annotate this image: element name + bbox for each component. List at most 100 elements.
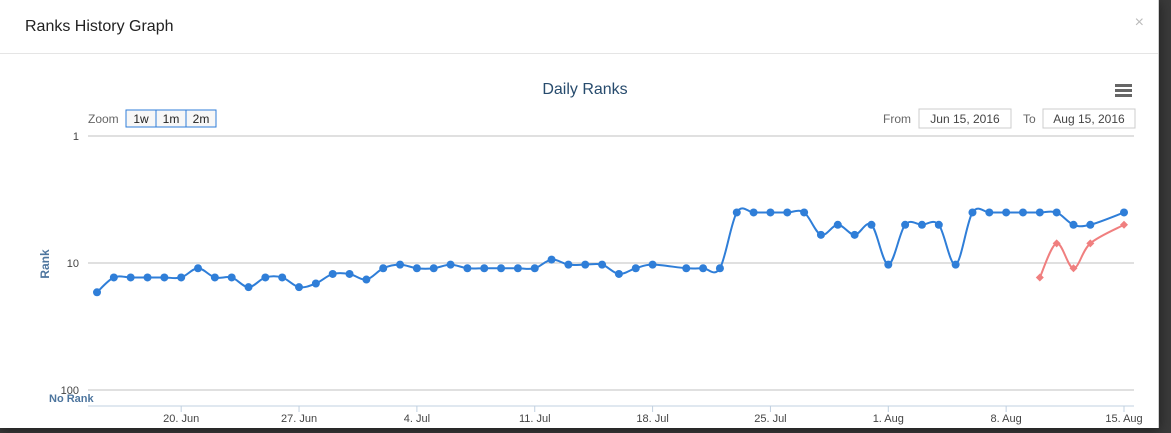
hamburger-menu-icon[interactable] [1110, 82, 1134, 100]
data-point[interactable] [1086, 220, 1095, 229]
data-point-diamond[interactable] [1086, 239, 1095, 248]
zoom-label: Zoom [88, 112, 119, 126]
x-tick-label: 11. Jul [519, 413, 551, 425]
to-label: To [1023, 112, 1036, 126]
data-point[interactable] [244, 283, 253, 292]
data-point[interactable] [581, 260, 590, 269]
data-point[interactable] [901, 220, 910, 229]
data-point[interactable] [631, 264, 640, 273]
data-point[interactable] [682, 264, 691, 273]
ranks-chart: Daily Ranks Zoom 1w 1m 2m From Jun 15, 201… [38, 81, 1143, 425]
zoom-button-1w[interactable]: 1w [125, 109, 157, 128]
x-tick-label: 8. Aug [991, 413, 1022, 425]
data-point[interactable] [227, 273, 236, 282]
close-icon[interactable]: × [1134, 14, 1144, 31]
data-point[interactable] [345, 269, 354, 278]
data-point[interactable] [699, 264, 708, 273]
x-tick-label: 15. Aug [1105, 413, 1142, 425]
x-tick-label: 4. Jul [404, 413, 430, 425]
data-point[interactable] [1120, 208, 1128, 217]
x-tick-label: 27. Jun [281, 413, 317, 425]
data-point[interactable] [934, 220, 943, 229]
data-point[interactable] [766, 208, 775, 217]
data-point[interactable] [547, 255, 556, 264]
data-point[interactable] [749, 208, 758, 217]
y-tick-100: 100 [61, 385, 79, 397]
data-point[interactable] [480, 264, 489, 273]
series-line-0 [96, 207, 1125, 294]
data-point[interactable] [1002, 208, 1011, 217]
from-date-input[interactable]: Jun 15, 2016 [930, 112, 1000, 126]
data-point[interactable] [715, 264, 724, 273]
data-point[interactable] [463, 264, 472, 273]
data-point[interactable] [816, 230, 825, 239]
from-label: From [883, 112, 911, 126]
zoom-button-label[interactable]: 1m [163, 112, 180, 126]
data-point[interactable] [833, 220, 842, 229]
y-tick-1: 1 [73, 131, 79, 143]
data-point[interactable] [564, 260, 573, 269]
x-tick-label: 20. Jun [163, 413, 199, 425]
data-point[interactable] [985, 208, 994, 217]
data-point[interactable] [210, 273, 219, 282]
data-point[interactable] [598, 260, 607, 269]
data-point[interactable] [1052, 208, 1061, 217]
modal-title: Ranks History Graph [25, 18, 174, 35]
data-point[interactable] [614, 269, 623, 278]
data-point[interactable] [884, 260, 893, 269]
data-point[interactable] [328, 269, 337, 278]
data-point[interactable] [177, 273, 186, 282]
chart-title: Daily Ranks [542, 81, 627, 98]
y-tick-10: 10 [67, 258, 79, 270]
ranks-history-modal: Ranks History Graph × Daily Ranks Zoom 1… [0, 0, 1159, 428]
data-point[interactable] [1018, 208, 1027, 217]
from-date-box[interactable] [918, 108, 1012, 129]
data-point[interactable] [497, 264, 506, 273]
data-point[interactable] [513, 264, 522, 273]
data-point[interactable] [446, 260, 455, 269]
data-point[interactable] [917, 220, 926, 229]
data-point[interactable] [295, 283, 304, 292]
data-point[interactable] [783, 208, 792, 217]
to-date-box[interactable] [1042, 108, 1136, 129]
to-date-input[interactable]: Aug 15, 2016 [1053, 112, 1125, 126]
x-tick-label: 1. Aug [873, 413, 904, 425]
data-point[interactable] [800, 208, 809, 217]
chart-area: Daily Ranks Zoom 1w 1m 2m From Jun 15, 201… [0, 54, 1158, 428]
data-point[interactable] [143, 273, 152, 282]
zoom-button-frame[interactable] [185, 109, 217, 128]
data-point[interactable] [126, 273, 135, 282]
data-point[interactable] [261, 273, 270, 282]
data-point[interactable] [194, 264, 203, 273]
data-point[interactable] [1069, 220, 1078, 229]
data-point[interactable] [867, 220, 876, 229]
zoom-button-label[interactable]: 1w [133, 112, 149, 126]
data-point[interactable] [379, 264, 388, 273]
data-point[interactable] [362, 275, 371, 284]
data-point[interactable] [1035, 208, 1044, 217]
data-point-diamond[interactable] [1035, 273, 1044, 282]
data-point[interactable] [109, 273, 118, 282]
data-point[interactable] [951, 260, 960, 269]
data-point[interactable] [429, 264, 438, 273]
data-point-diamond[interactable] [1052, 239, 1061, 248]
data-point-diamond[interactable] [1120, 220, 1128, 229]
zoom-button-label[interactable]: 2m [193, 112, 210, 126]
data-point[interactable] [732, 208, 741, 217]
data-point[interactable] [311, 279, 320, 288]
data-point-diamond[interactable] [1069, 264, 1078, 273]
zoom-button-2m[interactable]: 2m [185, 109, 217, 128]
data-point[interactable] [278, 273, 287, 282]
data-point[interactable] [412, 264, 421, 273]
series-line-1 [1038, 223, 1125, 278]
data-point[interactable] [850, 230, 859, 239]
y-axis-label: Rank [38, 249, 52, 279]
data-point[interactable] [648, 260, 657, 269]
data-point[interactable] [93, 288, 101, 297]
data-point[interactable] [160, 273, 169, 282]
modal-header: Ranks History Graph × [0, 0, 1158, 54]
zoom-button-1m[interactable]: 1m [155, 109, 187, 128]
data-point[interactable] [396, 260, 405, 269]
data-point[interactable] [530, 264, 539, 273]
data-point[interactable] [968, 208, 977, 217]
